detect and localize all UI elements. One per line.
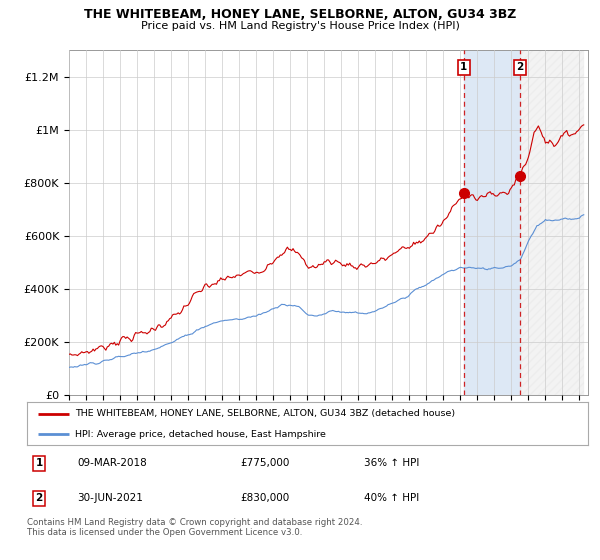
Text: 1: 1 [35, 459, 43, 469]
Text: 09-MAR-2018: 09-MAR-2018 [77, 459, 147, 469]
Text: 2: 2 [35, 493, 43, 503]
Text: £775,000: £775,000 [240, 459, 290, 469]
Text: 2: 2 [517, 63, 524, 72]
Text: £830,000: £830,000 [240, 493, 289, 503]
Text: 1: 1 [460, 63, 467, 72]
Text: 40% ↑ HPI: 40% ↑ HPI [364, 493, 419, 503]
Text: 30-JUN-2021: 30-JUN-2021 [77, 493, 143, 503]
Text: Price paid vs. HM Land Registry's House Price Index (HPI): Price paid vs. HM Land Registry's House … [140, 21, 460, 31]
Text: THE WHITEBEAM, HONEY LANE, SELBORNE, ALTON, GU34 3BZ (detached house): THE WHITEBEAM, HONEY LANE, SELBORNE, ALT… [74, 409, 455, 418]
Text: Contains HM Land Registry data © Crown copyright and database right 2024.
This d: Contains HM Land Registry data © Crown c… [27, 518, 362, 538]
Bar [520, 50, 584, 395]
Text: HPI: Average price, detached house, East Hampshire: HPI: Average price, detached house, East… [74, 430, 326, 439]
Text: 36% ↑ HPI: 36% ↑ HPI [364, 459, 419, 469]
Text: THE WHITEBEAM, HONEY LANE, SELBORNE, ALTON, GU34 3BZ: THE WHITEBEAM, HONEY LANE, SELBORNE, ALT… [84, 8, 516, 21]
Bar [464, 50, 520, 395]
